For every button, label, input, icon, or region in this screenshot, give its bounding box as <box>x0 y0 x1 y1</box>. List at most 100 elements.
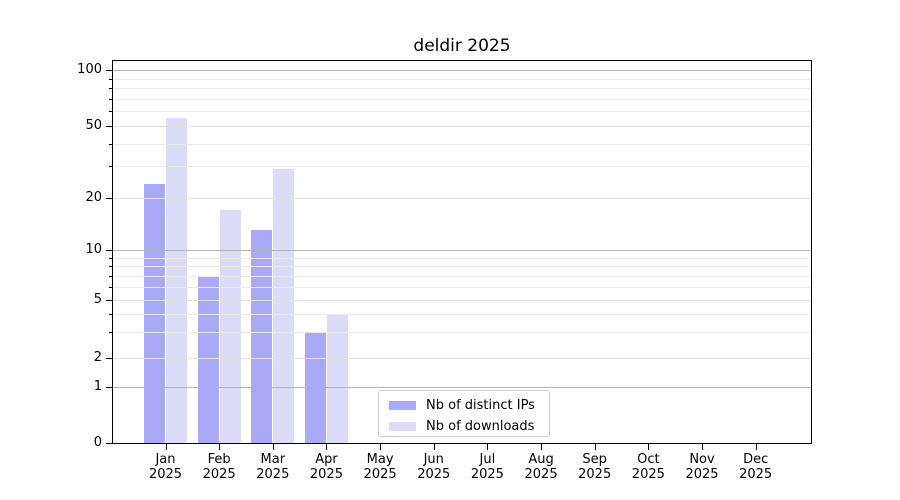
x-tick-month: Jul <box>479 452 496 467</box>
x-tick-label-oct: Oct 2025 <box>616 452 680 482</box>
plot-area <box>112 60 812 444</box>
gridline-y-minor-70 <box>113 98 811 100</box>
x-tick-mark-oct <box>648 444 650 450</box>
x-tick-label-jul: Jul 2025 <box>455 452 519 482</box>
gridline-y-minor-4 <box>113 314 811 316</box>
gridline-y-minor-90 <box>113 78 811 80</box>
x-tick-year: 2025 <box>417 467 451 482</box>
y-minor-tick-mark-4 <box>109 314 113 316</box>
legend-label-distinct-ips: Nb of distinct IPs <box>426 398 535 413</box>
y-minor-tick-mark-30 <box>109 166 113 168</box>
gridline-y-minor-3 <box>113 332 811 334</box>
x-tick-label-sep: Sep 2025 <box>563 452 627 482</box>
gridline-y-1 <box>113 387 811 388</box>
x-tick-month: Aug <box>528 452 554 467</box>
y-minor-tick-mark-3 <box>109 332 113 334</box>
x-tick-mark-nov <box>702 444 703 450</box>
bar-downloads-jan <box>166 118 187 443</box>
x-tick-month: Oct <box>637 452 660 467</box>
x-tick-year: 2025 <box>148 467 183 482</box>
y-minor-tick-mark-60 <box>109 111 113 113</box>
y-minor-tick-mark-70 <box>109 98 113 100</box>
y-tick-label-1: 1 <box>93 379 102 394</box>
y-minor-tick-mark-6 <box>109 286 113 288</box>
x-tick-mark-sep <box>594 444 596 450</box>
y-tick-mark-1 <box>106 387 113 388</box>
bar-distinct-ips-mar <box>251 230 273 443</box>
y-minor-tick-mark-90 <box>109 78 113 80</box>
gridline-y-minor-30 <box>113 166 811 168</box>
x-tick-month: Sep <box>582 452 607 467</box>
legend-item-downloads: Nb of downloads <box>389 416 549 437</box>
y-tick-mark-20 <box>106 198 113 199</box>
x-tick-mark-jul <box>487 444 489 450</box>
x-tick-label-may: May 2025 <box>348 452 412 482</box>
gridline-y-minor-7 <box>113 275 811 277</box>
x-tick-year: 2025 <box>685 467 719 482</box>
y-tick-label-5: 5 <box>93 292 102 307</box>
x-tick-month: May <box>366 452 394 467</box>
x-tick-label-mar: Mar 2025 <box>241 452 305 482</box>
x-tick-label-apr: Apr 2025 <box>294 452 358 482</box>
x-tick-year: 2025 <box>470 467 504 482</box>
gridline-y-50 <box>113 126 811 127</box>
y-tick-mark-5 <box>106 300 113 301</box>
legend-label-downloads: Nb of downloads <box>426 419 535 434</box>
x-tick-month: Dec <box>743 452 769 467</box>
gridline-y-minor-9 <box>113 257 811 259</box>
legend-swatch-distinct-ips <box>389 401 416 410</box>
x-tick-month: Jun <box>423 452 444 467</box>
bar-downloads-feb <box>219 210 241 443</box>
x-tick-label-jun: Jun 2025 <box>402 452 466 482</box>
y-tick-label-2: 2 <box>93 350 102 365</box>
x-tick-month: Jan <box>155 452 176 467</box>
gridline-y-minor-80 <box>113 88 811 90</box>
gridline-y-minor-60 <box>113 111 811 113</box>
x-tick-mark-jan <box>165 444 167 450</box>
bar-distinct-ips-feb <box>197 275 219 443</box>
x-tick-month: Feb <box>207 452 231 467</box>
x-tick-mark-feb <box>219 444 221 450</box>
x-tick-month: Apr <box>315 452 338 467</box>
gridline-y-10 <box>113 250 811 251</box>
x-tick-year: 2025 <box>739 467 773 482</box>
y-minor-tick-mark-80 <box>109 88 113 90</box>
x-tick-month: Nov <box>689 452 715 467</box>
x-tick-year: 2025 <box>309 467 343 482</box>
x-tick-mark-mar <box>272 444 274 450</box>
legend-swatch-downloads <box>389 422 416 431</box>
gridline-y-100 <box>113 70 811 71</box>
y-minor-tick-mark-8 <box>109 266 113 268</box>
bar-downloads-mar <box>273 168 295 443</box>
bar-distinct-ips-jan <box>144 183 165 443</box>
x-tick-mark-jun <box>433 444 435 450</box>
x-tick-label-nov: Nov 2025 <box>670 452 734 482</box>
gridline-y-minor-8 <box>113 266 811 268</box>
gridline-y-5 <box>113 300 811 301</box>
y-minor-tick-mark-40 <box>109 143 113 145</box>
x-tick-year: 2025 <box>256 467 290 482</box>
y-minor-tick-mark-9 <box>109 257 113 259</box>
x-tick-label-feb: Feb 2025 <box>187 452 251 482</box>
y-tick-mark-100 <box>106 70 113 71</box>
x-tick-mark-may <box>380 444 382 450</box>
legend-item-distinct-ips: Nb of distinct IPs <box>389 395 549 416</box>
x-tick-year: 2025 <box>631 467 665 482</box>
x-tick-mark-apr <box>326 444 328 450</box>
x-tick-mark-dec <box>755 444 757 450</box>
chart-title: deldir 2025 <box>413 36 511 56</box>
bar-downloads-apr <box>326 314 348 443</box>
gridline-y-2 <box>113 358 811 359</box>
x-tick-label-jan: Jan 2025 <box>134 452 198 482</box>
x-tick-mark-aug <box>541 444 543 450</box>
x-tick-year: 2025 <box>578 467 612 482</box>
y-tick-label-100: 100 <box>77 62 102 77</box>
x-tick-month: Mar <box>260 452 286 467</box>
x-tick-label-aug: Aug 2025 <box>509 452 573 482</box>
y-tick-label-0: 0 <box>93 435 102 450</box>
y-tick-mark-2 <box>106 358 113 359</box>
y-minor-tick-mark-7 <box>109 275 113 277</box>
y-tick-mark-50 <box>106 126 113 127</box>
gridline-y-minor-6 <box>113 286 811 288</box>
